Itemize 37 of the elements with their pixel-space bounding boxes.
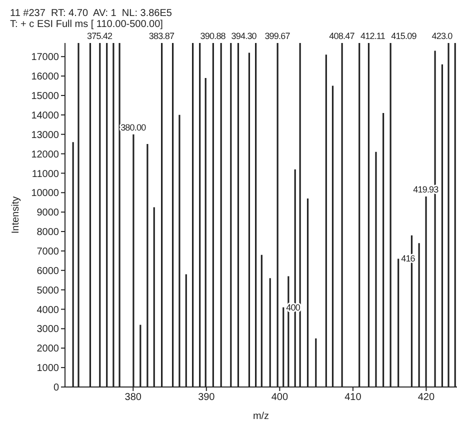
- y-tick-label: 2000: [36, 344, 60, 355]
- y-tick-label: 12000: [31, 149, 60, 160]
- y-tick-label: 10000: [31, 188, 60, 200]
- annotation: 408.47: [329, 31, 355, 41]
- y-tick-label: 3000: [36, 324, 60, 336]
- y-tick-label: 11000: [32, 168, 60, 180]
- y-tick-label: 5000: [36, 285, 60, 296]
- y-tick-label: 9000: [36, 208, 60, 219]
- y-axis-title: Intensity: [10, 196, 22, 234]
- y-tick-label: 8000: [36, 227, 60, 238]
- y-tick-label: 4000: [36, 304, 60, 316]
- y-tick-label: 14000: [31, 110, 60, 122]
- y-tick-label: 0: [53, 382, 60, 394]
- annotation: 390.88: [200, 31, 226, 41]
- y-tick-label: 13000: [31, 130, 60, 141]
- chart-title: 11 #237 RT: 4.70 AV: 1 NL: 3.86E5: [10, 8, 172, 19]
- annotation: 423.0: [432, 31, 453, 41]
- annotation: 412.11: [360, 31, 386, 41]
- y-tick-label: 17000: [31, 52, 60, 64]
- y-tick-label: 1000: [36, 363, 60, 374]
- x-axis-title: m/z: [252, 411, 270, 422]
- x-tick-label: 420: [418, 392, 436, 404]
- x-tick-label: 410: [344, 392, 362, 404]
- x-tick-label: 400: [271, 392, 288, 404]
- chart-subtitle: T: + c ESI Full ms [ 110.00-500.00]: [10, 19, 164, 30]
- y-tick-label: 7000: [36, 246, 60, 258]
- y-tick-label: 16000: [31, 72, 60, 83]
- y-tick-label: 6000: [36, 266, 60, 277]
- x-tick-label: 390: [198, 392, 216, 404]
- annotation: 399.67: [264, 31, 290, 41]
- y-tick-label: 15000: [31, 91, 60, 102]
- x-tick-label: 380: [124, 392, 142, 404]
- annotation: 415.09: [391, 31, 417, 41]
- annotation: 380.00: [120, 122, 146, 132]
- annotation: 383.87: [148, 31, 174, 41]
- annotation: 375.42: [87, 31, 113, 41]
- annotation: 394.30: [231, 31, 257, 41]
